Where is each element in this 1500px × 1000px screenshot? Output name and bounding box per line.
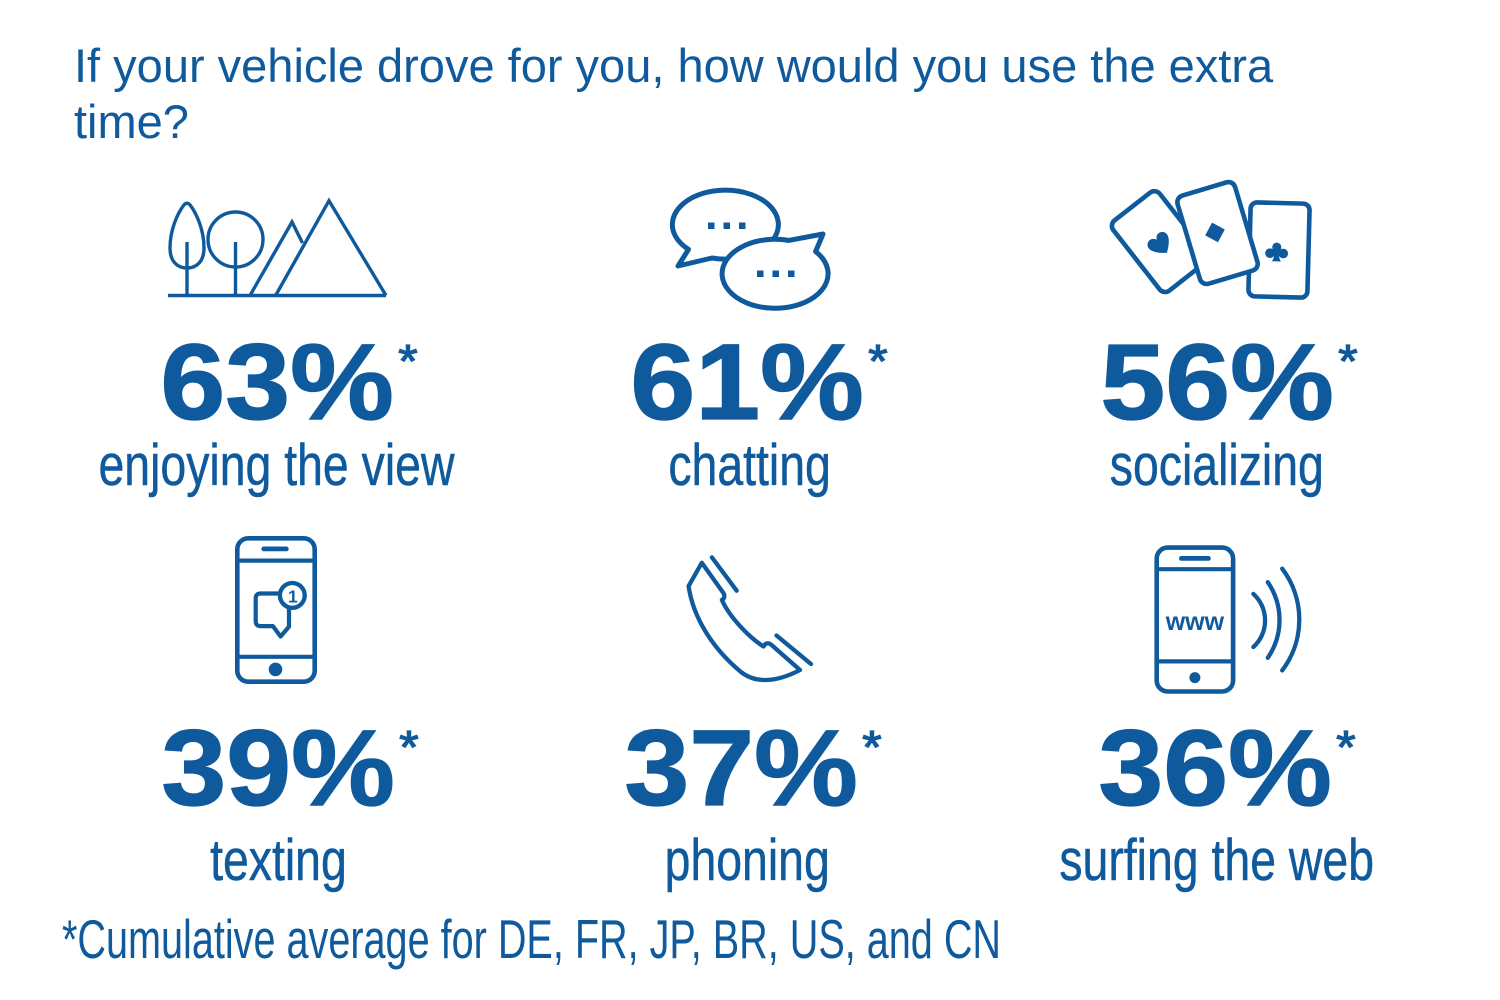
svg-text:www: www: [1165, 608, 1225, 636]
svg-text:1: 1: [288, 586, 298, 606]
